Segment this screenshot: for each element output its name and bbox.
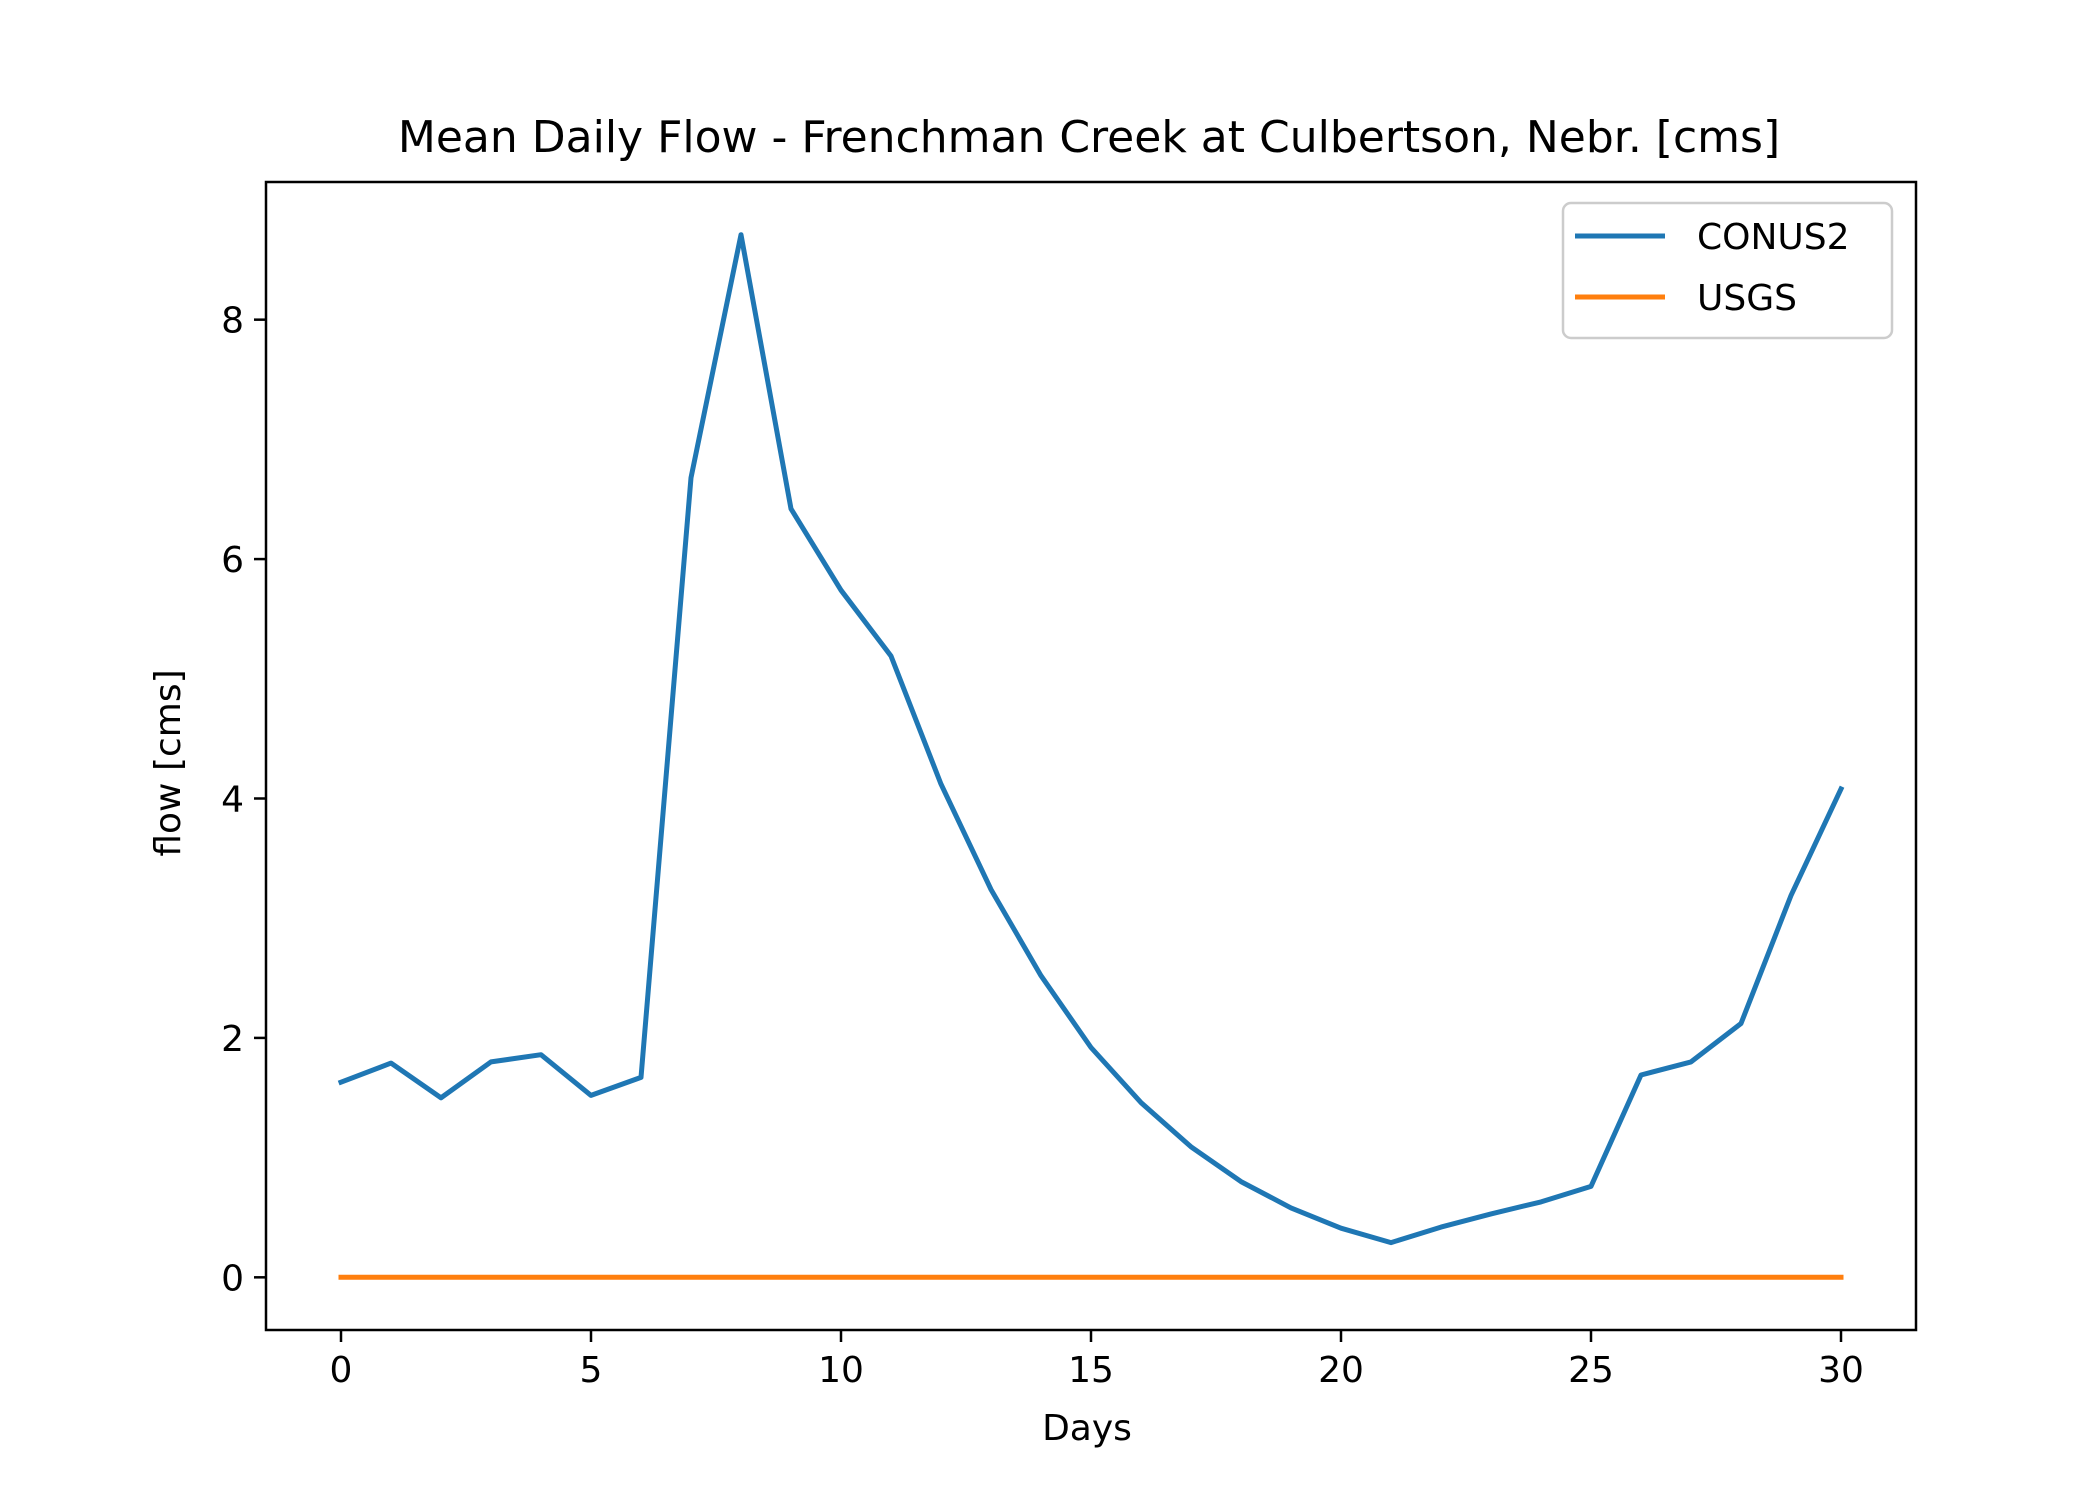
x-tick-label: 5: [580, 1350, 603, 1391]
y-axis-label: flow [cms]: [148, 669, 189, 856]
x-tick-label: 25: [1568, 1350, 1614, 1391]
legend-label-conus2: CONUS2: [1697, 217, 1850, 258]
y-tick-label: 4: [221, 779, 244, 820]
series-line-conus2: [337, 232, 1845, 1246]
y-tick-label: 8: [221, 301, 244, 342]
x-tick-label: 15: [1068, 1350, 1114, 1391]
x-tick-label: 20: [1318, 1350, 1364, 1391]
y-tick-label: 2: [221, 1019, 244, 1060]
chart-title: Mean Daily Flow - Frenchman Creek at Cul…: [398, 112, 1780, 163]
legend-label-usgs: USGS: [1697, 278, 1797, 319]
plot-area: [337, 232, 1845, 1280]
x-tick-label: 10: [818, 1350, 864, 1391]
axis-ticks: 0 5 10 15 20 25 30 0 2 4 6 8: [221, 301, 1864, 1391]
x-axis-label: Days: [1042, 1408, 1132, 1449]
x-tick-label: 0: [330, 1350, 353, 1391]
legend: CONUS2 USGS: [1561, 201, 1894, 340]
y-tick-label: 6: [221, 540, 244, 581]
x-tick-label: 30: [1818, 1350, 1864, 1391]
y-tick-label: 0: [221, 1258, 244, 1299]
